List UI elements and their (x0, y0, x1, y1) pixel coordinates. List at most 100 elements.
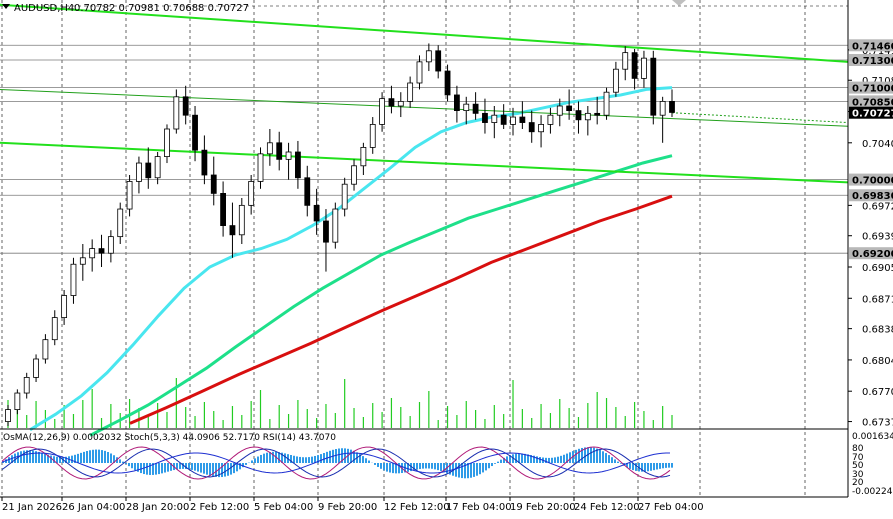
osma-bar (65, 456, 67, 463)
osma-bar (377, 463, 379, 467)
osma-bar (92, 449, 94, 463)
osma-bar (449, 463, 451, 475)
osma-bar (245, 463, 247, 465)
osma-bar (344, 448, 346, 463)
level-tag (849, 95, 893, 108)
trend-channel[interactable] (0, 3, 849, 184)
candle-body (210, 174, 217, 194)
osma-bar (209, 463, 211, 476)
ind-tick-20: 20 (852, 478, 864, 488)
osma-bar (503, 457, 505, 463)
candle-body (407, 82, 414, 102)
price-tick-label: 0.71410 (862, 46, 893, 57)
osma-bar (281, 452, 283, 463)
osma-bar (593, 447, 595, 463)
channel-line[interactable] (0, 88, 849, 127)
time-label: 9 Feb 20:00 (318, 502, 377, 513)
osma-bar (506, 456, 508, 463)
price-tick-label: 0.69390 (862, 232, 893, 243)
osma-bar (440, 463, 442, 472)
channel-line[interactable] (0, 3, 849, 63)
ind-tick-80: 80 (852, 444, 864, 454)
osma-bar (305, 457, 307, 463)
symbol-label: AUDUSD,H4 (14, 3, 74, 14)
osma-bar (563, 454, 565, 463)
osma-bar (647, 463, 649, 472)
osma-bar (101, 450, 103, 463)
osma-bar (302, 457, 304, 463)
osma-bar (383, 463, 385, 471)
osma-bar (260, 454, 262, 463)
candle-body (369, 124, 376, 148)
osma-bar (617, 461, 619, 463)
osma-bar (251, 460, 253, 463)
candle-body (622, 52, 629, 70)
osma-bar (575, 449, 577, 463)
osma-bar (671, 463, 673, 468)
osma-bar (230, 463, 232, 475)
osma-bar (182, 463, 184, 469)
osma-bar (194, 463, 196, 471)
candle-body (416, 61, 423, 84)
osma-bar (314, 455, 316, 463)
osma-bar (596, 448, 598, 463)
osma-bar (479, 463, 481, 475)
osma-bar (200, 463, 202, 473)
osma-bar (443, 463, 445, 473)
stoch-lines (1, 446, 671, 480)
price-tick-label: 0.68710 (862, 294, 893, 305)
osma-bar (389, 463, 391, 473)
level-tag (849, 106, 893, 119)
osma-bar (641, 463, 643, 472)
level-tag-label: 0.70000 (852, 176, 893, 187)
osma-bar (311, 456, 313, 463)
candle-body (248, 181, 255, 206)
candle-body (14, 392, 21, 411)
candle-body (173, 96, 180, 130)
candle-body (23, 376, 30, 394)
osma-bar (359, 454, 361, 463)
candle-body (5, 409, 11, 422)
osma-bar (299, 456, 301, 463)
osma-bar (35, 451, 37, 463)
candle-body (659, 101, 666, 116)
candle-body (136, 162, 142, 182)
candle-body (154, 156, 161, 179)
channel-projection (671, 112, 849, 124)
osma-bar (44, 453, 46, 463)
time-label: 19 Feb 20:00 (510, 502, 576, 513)
candle-body (631, 52, 638, 79)
level-tag (849, 173, 893, 186)
channel-line[interactable] (0, 141, 849, 184)
osma-bar (470, 463, 472, 478)
time-label: 5 Feb 04:00 (254, 502, 313, 513)
osma-bar (203, 463, 205, 474)
osma-bar (323, 452, 325, 463)
candle-body (42, 339, 49, 360)
osma-bar (428, 463, 430, 469)
osma-bar (215, 463, 217, 477)
candle-body (164, 128, 170, 158)
candle-body (276, 142, 283, 160)
osma-bar (491, 463, 493, 467)
candle-body (61, 295, 68, 318)
osma-bar (119, 459, 121, 463)
stoch-main-line (1, 448, 671, 478)
osma-bar (500, 459, 502, 463)
osma-bar (578, 448, 580, 463)
osma-bar (431, 463, 433, 469)
chart-shift-marker-icon[interactable] (672, 0, 686, 6)
volume-bars (7, 378, 673, 428)
osma-bar (26, 450, 28, 463)
moving-averages (29, 86, 673, 437)
osma-bar (212, 463, 214, 477)
osma-bar (488, 463, 490, 469)
ind-tick-70: 70 (852, 453, 864, 463)
osma-bar (170, 463, 172, 471)
osma-bar (74, 454, 76, 463)
time-label: 21 Jan 2026 (2, 502, 62, 513)
osma-bar (269, 452, 271, 463)
osma-bar (551, 457, 553, 463)
indicator-label: OsMA(12,26,9) 0.0002032 Stoch(5,3,3) 44.… (3, 433, 336, 443)
